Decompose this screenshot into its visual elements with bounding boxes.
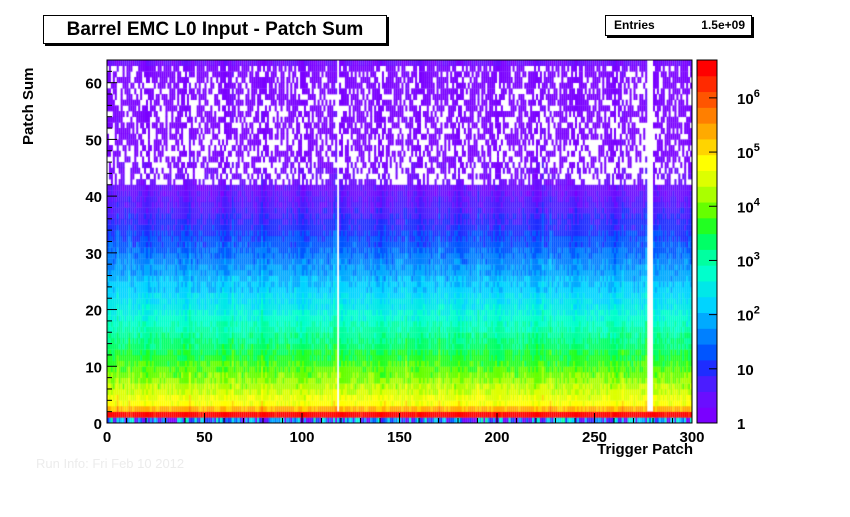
x-tick-label: 150 (387, 429, 412, 446)
y-tick-label: 50 (85, 132, 102, 149)
colorbar-swatch (697, 375, 717, 392)
stats-value: 1.5e+09 (701, 18, 745, 32)
colorbar-swatch (697, 123, 717, 140)
heatmap-cells (107, 60, 692, 423)
x-tick-label: 0 (103, 429, 111, 446)
y-axis-label: Patch Sum (20, 67, 37, 145)
colorbar-swatch (697, 170, 717, 187)
y-tick-label: 10 (85, 359, 102, 376)
colorbar-swatch (697, 217, 717, 235)
colorbar-swatch (697, 249, 717, 266)
colorbar-swatch (697, 233, 717, 250)
colorbar-frame (696, 59, 718, 424)
y-tick-label: 0 (94, 416, 102, 433)
colorbar-swatch (697, 186, 717, 203)
colorbar-swatch (697, 359, 717, 377)
stats-box: Entries 1.5e+09 (605, 15, 752, 36)
colorbar-swatch (697, 154, 717, 171)
colorbar-tick-label: 104 (737, 196, 761, 216)
colorbar-swatch (697, 407, 717, 424)
colorbar-swatch (697, 91, 717, 108)
colorbar-tick-label: 103 (737, 250, 760, 270)
heatmap-image (107, 60, 692, 423)
x-axis-label: Trigger Patch (597, 441, 693, 458)
y-tick-label: 60 (85, 76, 102, 93)
y-tick-label: 20 (85, 303, 102, 320)
x-tick-label: 200 (484, 429, 509, 446)
y-tick-label: 30 (85, 246, 102, 263)
colorbar-swatch (697, 296, 717, 314)
colorbar-swatch (697, 75, 717, 93)
chart-title: Barrel EMC L0 Input - Patch Sum (43, 15, 387, 44)
colorbar-swatch (697, 344, 717, 361)
colorbar-swatch (697, 107, 717, 124)
colorbar-swatch (697, 60, 717, 77)
x-tick-label: 300 (679, 429, 704, 446)
colorbar-swatch (697, 328, 717, 345)
colorbar-swatch (697, 265, 717, 282)
colorbar-swatch (697, 138, 717, 156)
colorbar-tick-label: 10 (737, 362, 754, 379)
colorbar-swatch (697, 202, 717, 219)
colorbar-swatch (697, 280, 717, 298)
stats-label: Entries (614, 18, 655, 32)
colorbar-swatch (697, 391, 717, 408)
y-tick-label: 40 (85, 189, 102, 206)
colorbar-tick-label: 106 (737, 88, 760, 108)
colorbar-tick-label: 105 (737, 142, 760, 162)
x-tick-label: 50 (196, 429, 213, 446)
x-tick-label: 100 (289, 429, 314, 446)
x-tick-label: 250 (582, 429, 607, 446)
colorbar-tick-label: 1 (737, 416, 745, 433)
footer-text: Run Info: Fri Feb 10 2012 (36, 456, 185, 471)
colorbar-tick-label: 102 (737, 305, 760, 325)
colorbar-swatch (697, 312, 717, 329)
